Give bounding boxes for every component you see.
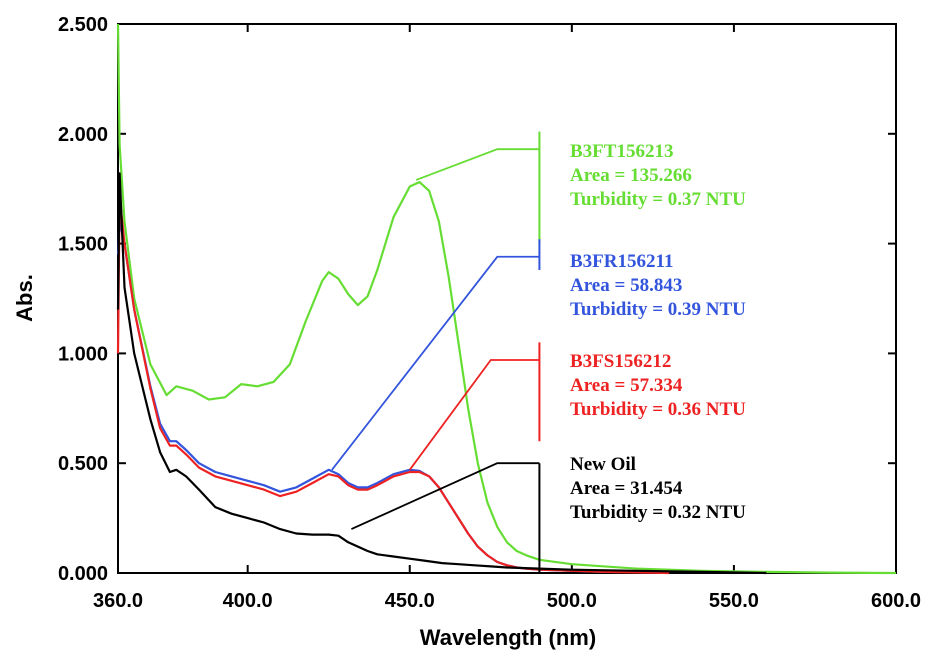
x-tick-label: 360.0 <box>93 590 143 612</box>
x-tick-label: 550.0 <box>709 590 759 612</box>
y-tick-label: 1.500 <box>58 234 108 256</box>
annotation-leaders <box>331 131 541 573</box>
axes: 360.0 400.0 450.0 500.0 550.0 600.0 0.000 0.500… <box>58 14 921 612</box>
x-tick-label: 600.0 <box>871 590 921 612</box>
series-line-b3ft156213 <box>116 23 897 575</box>
annotation-line: B3FR156211 <box>570 251 673 272</box>
x-tick-label: 450.0 <box>385 590 435 612</box>
y-axis-label: Abs. <box>12 274 37 322</box>
leader-line <box>351 462 540 530</box>
series-layer <box>116 23 897 575</box>
leader-line <box>409 359 540 471</box>
y-tick-label: 0.000 <box>58 563 108 585</box>
annotation-line: Turbidity = 0.32 NTU <box>570 502 746 523</box>
y-tick-label: 2.500 <box>58 14 108 36</box>
series-line-b3fs156212 <box>116 194 670 575</box>
annotation-line: Area = 58.843 <box>570 275 682 296</box>
x-axis-label: Wavelength (nm) <box>420 625 596 650</box>
annotation-line: B3FS156212 <box>570 351 671 372</box>
leader-line <box>331 255 540 471</box>
annotation-line: Turbidity = 0.39 NTU <box>570 299 746 320</box>
leader-line <box>415 148 540 181</box>
plot-frame <box>117 23 897 574</box>
annotation-line: B3FT156213 <box>570 141 673 162</box>
annotations: B3FT156213 Area = 135.266 Turbidity = 0.37… <box>570 141 746 523</box>
annotation-line: Turbidity = 0.37 NTU <box>570 189 746 210</box>
series-line-new-oil <box>116 172 767 575</box>
x-tick-label: 500.0 <box>547 590 597 612</box>
annotation-line: Area = 31.454 <box>570 478 683 499</box>
annotation-line: New Oil <box>570 454 636 475</box>
annotation-line: Area = 57.334 <box>570 375 683 396</box>
annotation-line: Area = 135.266 <box>570 165 692 186</box>
annotation-line: Turbidity = 0.36 NTU <box>570 399 746 420</box>
series-line-b3fr156211 <box>116 220 605 573</box>
y-tick-label: 2.000 <box>58 124 108 146</box>
x-tick-label: 400.0 <box>223 590 273 612</box>
y-tick-label: 0.500 <box>58 453 108 475</box>
y-tick-label: 1.000 <box>58 343 108 365</box>
